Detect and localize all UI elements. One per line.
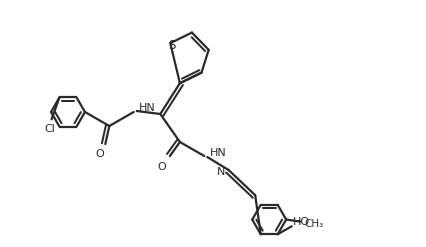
Text: HN: HN bbox=[139, 103, 156, 113]
Text: N: N bbox=[216, 167, 225, 177]
Text: O: O bbox=[95, 149, 104, 159]
Text: S: S bbox=[169, 39, 176, 52]
Text: Cl: Cl bbox=[44, 124, 55, 134]
Text: O: O bbox=[158, 162, 166, 172]
Text: HN: HN bbox=[210, 148, 227, 158]
Text: HO: HO bbox=[293, 217, 310, 227]
Text: CH₃: CH₃ bbox=[305, 219, 324, 228]
